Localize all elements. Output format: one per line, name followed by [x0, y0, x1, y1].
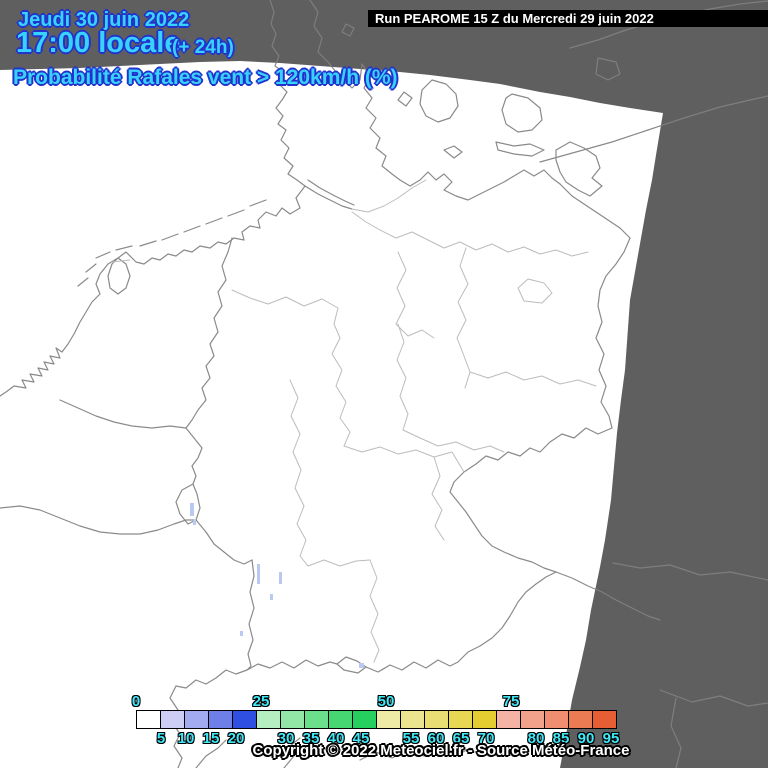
colorbar-cell-60 [424, 710, 449, 729]
colorbar-label-70: 70 [477, 730, 495, 747]
colorbar-cell-10 [184, 710, 209, 729]
colorbar-label-80: 80 [527, 730, 545, 747]
colorbar-cell-85 [544, 710, 569, 729]
colorbar-cell-55 [400, 710, 425, 729]
colorbar-cell-30 [280, 710, 305, 729]
colorbar-cell-35 [304, 710, 329, 729]
colorbar-cell-15 [208, 710, 233, 729]
probability-colorbar [136, 710, 617, 729]
colorbar-cell-20 [232, 710, 257, 729]
river-marks [190, 503, 364, 668]
colorbar-cell-40 [328, 710, 353, 729]
colorbar-label-50: 50 [377, 693, 395, 710]
forecast-time: 17:00 locale [16, 27, 181, 59]
colorbar-cell-80 [520, 710, 545, 729]
colorbar-cell-5 [160, 710, 185, 729]
colorbar-label-10: 10 [177, 730, 195, 747]
colorbar-label-5: 5 [156, 730, 166, 747]
colorbar-label-60: 60 [427, 730, 445, 747]
colorbar-cell-70 [472, 710, 497, 729]
colorbar-label-90: 90 [577, 730, 595, 747]
colorbar-cell-45 [352, 710, 377, 729]
copyright-text: Copyright © 2022 Meteociel.fr - Source M… [252, 742, 630, 759]
colorbar-label-25: 25 [252, 693, 270, 710]
run-info-label: Run PEAROME 15 Z du Mercredi 29 juin 202… [375, 11, 654, 26]
colorbar-cell-95 [592, 710, 617, 729]
colorbar-cell-65 [448, 710, 473, 729]
colorbar-cell-50 [376, 710, 401, 729]
forecast-offset: (+ 24h) [172, 37, 234, 58]
colorbar-label-0: 0 [131, 693, 141, 710]
parameter-title: Probabilité Rafales vent > 120km/h (%) [13, 66, 398, 89]
colorbar-label-35: 35 [302, 730, 320, 747]
colorbar-cell-0 [136, 710, 161, 729]
colorbar-label-85: 85 [552, 730, 570, 747]
colorbar-label-75: 75 [502, 693, 520, 710]
run-info-bar: Run PEAROME 15 Z du Mercredi 29 juin 202… [368, 10, 768, 27]
colorbar-label-15: 15 [202, 730, 220, 747]
colorbar-label-40: 40 [327, 730, 345, 747]
colorbar-label-65: 65 [452, 730, 470, 747]
colorbar-label-95: 95 [602, 730, 620, 747]
forecast-date: Jeudi 30 juin 2022 [18, 9, 190, 31]
colorbar-label-45: 45 [352, 730, 370, 747]
colorbar-label-20: 20 [227, 730, 245, 747]
colorbar-label-55: 55 [402, 730, 420, 747]
colorbar-cell-25 [256, 710, 281, 729]
colorbar-label-30: 30 [277, 730, 295, 747]
colorbar-cell-90 [568, 710, 593, 729]
colorbar-cell-75 [496, 710, 521, 729]
